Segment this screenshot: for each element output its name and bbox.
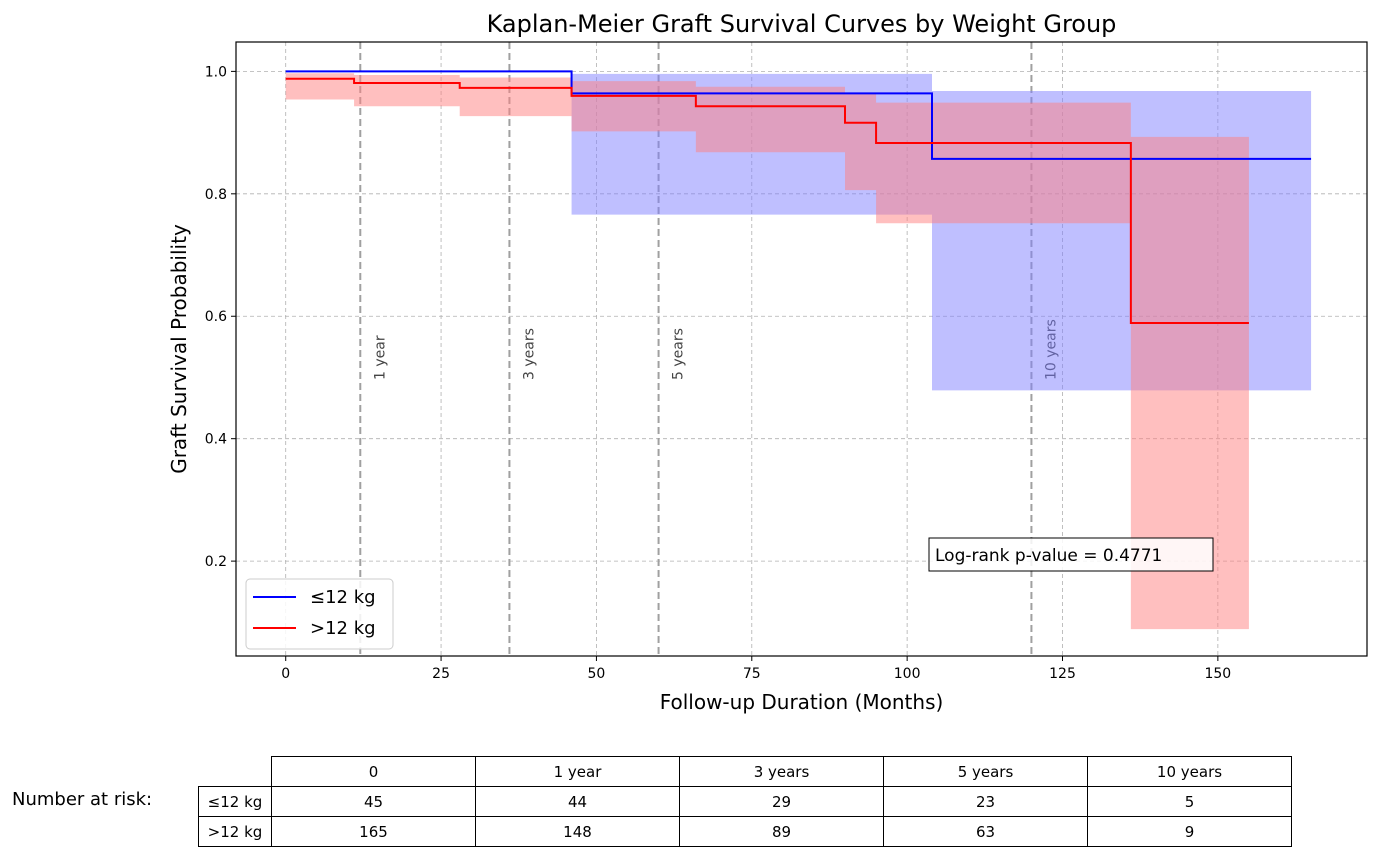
x-tick-label: 100 [894, 666, 921, 682]
risk-cell: 9 [1087, 816, 1292, 847]
risk-cell: 165 [271, 816, 476, 847]
risk-cell: 23 [883, 786, 1088, 817]
risk-cell: 63 [883, 816, 1088, 847]
x-tick-label: 150 [1204, 666, 1231, 682]
risk-corner-cell [198, 756, 272, 787]
reference-line-label: 5 years [671, 328, 687, 380]
risk-row-light: ≤12 kg 45 44 29 23 5 [198, 786, 1292, 817]
risk-row-header: >12 kg [198, 816, 272, 847]
x-tick-label: 0 [281, 666, 290, 682]
reference-line-label: 1 year [372, 335, 388, 380]
risk-table-label: Number at risk: [12, 789, 153, 810]
x-tick-label: 50 [588, 666, 606, 682]
risk-table: 0 1 year 3 years 5 years 10 years ≤12 kg… [198, 756, 1292, 847]
risk-cell: 29 [679, 786, 884, 817]
risk-col-header: 1 year [475, 756, 680, 787]
logrank-annotation: Log-rank p-value = 0.4771 [935, 546, 1162, 566]
y-tick-label: 1.0 [205, 64, 227, 80]
y-tick-label: 0.8 [205, 187, 227, 203]
risk-col-header: 10 years [1087, 756, 1292, 787]
legend-label-series-1: >12 kg [310, 618, 376, 639]
survival-curve-series-1 [285, 77, 1249, 324]
x-tick-label: 75 [743, 666, 761, 682]
chart-title: Kaplan-Meier Graft Survival Curves by We… [487, 10, 1117, 38]
risk-row-header: ≤12 kg [198, 786, 272, 817]
risk-cell: 148 [475, 816, 680, 847]
y-tick-label: 0.4 [205, 432, 227, 448]
annotation-box [928, 537, 1214, 572]
survival-curve-series-0 [285, 70, 1312, 160]
risk-col-header: 0 [271, 756, 476, 787]
y-tick-label: 0.2 [205, 554, 227, 570]
x-tick-label: 25 [432, 666, 450, 682]
risk-cell: 45 [271, 786, 476, 817]
risk-col-header: 5 years [883, 756, 1088, 787]
risk-cell: 5 [1087, 786, 1292, 817]
risk-cell: 44 [475, 786, 680, 817]
y-tick-label: 0.6 [205, 309, 227, 325]
x-axis-label: Follow-up Duration (Months) [660, 690, 944, 714]
risk-header-row: 0 1 year 3 years 5 years 10 years [198, 756, 1292, 787]
risk-cell: 89 [679, 816, 884, 847]
risk-col-header: 3 years [679, 756, 884, 787]
confidence-band-series-1 [285, 73, 1249, 630]
reference-line-label: 3 years [521, 328, 537, 380]
risk-row-heavy: >12 kg 165 148 89 63 9 [198, 816, 1292, 847]
y-axis-label: Graft Survival Probability [167, 224, 191, 474]
x-tick-label: 125 [1049, 666, 1076, 682]
legend-label-series-0: ≤12 kg [310, 587, 376, 608]
plot-frame [235, 41, 1368, 657]
